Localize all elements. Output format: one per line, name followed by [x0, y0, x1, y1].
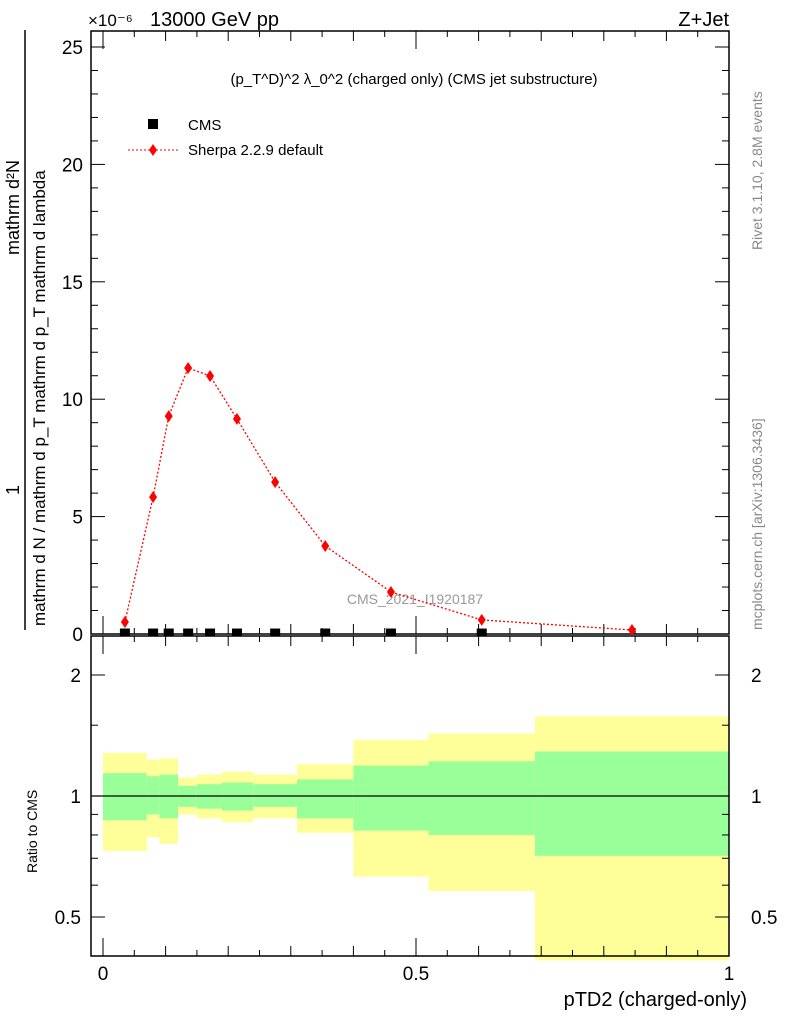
x-tick-label: 0.5	[403, 964, 429, 985]
sherpa-data-point	[164, 410, 173, 423]
sherpa-data-point	[184, 361, 193, 374]
cms-data-point	[320, 628, 331, 636]
legend-label-cms: CMS	[188, 117, 221, 134]
legend: CMS Sherpa 2.2.9 default	[128, 117, 324, 159]
y-tick-label: 25	[62, 38, 83, 59]
ratio-y-tick-label: 1	[70, 787, 81, 808]
ratio-inner-band	[297, 779, 354, 819]
main-plot-frame	[90, 30, 730, 635]
ratio-y-tick-label: 2	[70, 666, 81, 687]
x-tick-label: 1	[724, 964, 735, 985]
x-tick-label: 0	[98, 964, 109, 985]
cms-data-point	[119, 628, 130, 636]
ratio-y-tick-label-right: 0.5	[751, 908, 777, 929]
plot-title: (p_T^D)^2 λ_0^2 (charged only) (CMS jet …	[230, 71, 597, 88]
y-tick-label: 10	[62, 390, 83, 411]
rivet-label: Rivet 3.1.10, 2.8M events	[749, 91, 765, 250]
sherpa-data-point	[321, 539, 330, 552]
sherpa-data-point	[149, 491, 158, 504]
ratio-y-tick-label-right: 2	[751, 666, 762, 687]
cms-data-point	[385, 628, 396, 636]
mcplots-label: mcplots.cern.ch [arXiv:1306.3436]	[749, 418, 765, 630]
ratio-inner-band	[353, 765, 429, 831]
y-exponent: ×10⁻⁶	[88, 11, 133, 30]
legend-label-sherpa: Sherpa 2.2.9 default	[188, 142, 324, 159]
legend-marker-sherpa	[149, 144, 157, 156]
ratio-inner-band	[428, 761, 535, 835]
ratio-y-tick-label: 0.5	[55, 908, 81, 929]
ratio-y-label: Ratio to CMS	[24, 790, 40, 873]
cms-data-point	[231, 628, 242, 636]
sherpa-data-point	[386, 585, 395, 598]
ratio-y-tick-label-right: 1	[751, 787, 762, 808]
y-axis-label-one: 1	[3, 485, 23, 495]
cms-data-point	[163, 628, 174, 636]
cms-data-point	[205, 628, 216, 636]
y-tick-label: 5	[72, 508, 83, 529]
cms-data-point	[270, 628, 281, 636]
header-left: 13000 GeV pp	[150, 9, 279, 31]
cms-data-point	[148, 628, 159, 636]
x-axis-label: pTD2 (charged-only)	[564, 989, 747, 1011]
y-tick-label: 15	[62, 273, 83, 294]
y-axis-label: mathrm d N / mathrm d p_T mathrm d p_T m…	[30, 170, 49, 626]
legend-marker-cms	[148, 119, 158, 129]
ratio-inner-band	[534, 751, 729, 856]
header-right: Z+Jet	[678, 9, 729, 31]
sherpa-data-point	[206, 369, 215, 382]
y-tick-label: 0	[72, 625, 83, 646]
y-axis-label-numerator: mathrm d²N	[3, 160, 23, 255]
ratio-inner-band	[103, 773, 147, 821]
cms-data-point	[476, 628, 487, 636]
sherpa-data-point	[232, 412, 241, 425]
ratio-inner-band	[146, 776, 160, 815]
cms-data-point	[183, 628, 194, 636]
sherpa-data-point	[627, 624, 636, 637]
sherpa-data-point	[477, 613, 486, 626]
y-tick-label: 20	[62, 155, 83, 176]
sherpa-data-point	[120, 616, 129, 629]
sherpa-data-point	[271, 476, 280, 489]
